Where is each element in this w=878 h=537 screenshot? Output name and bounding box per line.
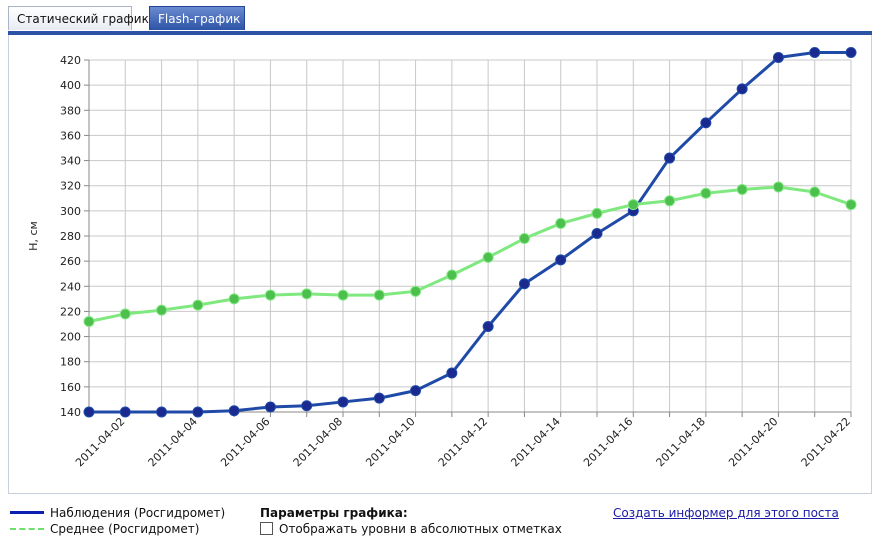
y-tick-label: 220 <box>60 305 81 318</box>
series-point-0 <box>482 321 494 333</box>
series-point-1 <box>119 308 131 320</box>
series-point-0 <box>664 152 676 164</box>
water-level-chart: 140 160 180 200 220 240 260 280 300 320 340 360 380 4… <box>27 46 857 469</box>
params-title: Параметры графика: <box>260 506 408 520</box>
series-point-0 <box>228 405 240 417</box>
series-point-0 <box>337 396 349 408</box>
x-tick-label: 2011-04-10 <box>363 415 417 469</box>
series-point-0 <box>264 401 276 413</box>
y-tick-label: 420 <box>60 54 81 67</box>
tab-static-chart[interactable]: Статический график <box>8 6 149 30</box>
legend-label-observations: Наблюдения (Росгидромет) <box>50 506 226 520</box>
series-point-1 <box>555 217 567 229</box>
series-point-0 <box>736 83 748 95</box>
series-point-1 <box>627 199 639 211</box>
series-line-1 <box>88 185 852 323</box>
absolute-levels-checkbox[interactable] <box>260 522 273 535</box>
series-point-0 <box>83 406 95 418</box>
absolute-levels-option[interactable]: Отображать уровни в абсолютных отметках <box>260 521 562 537</box>
series-point-0 <box>446 367 458 379</box>
x-tick-label: 2011-04-16 <box>581 415 635 469</box>
series-point-0 <box>845 46 857 58</box>
series-point-1 <box>518 233 530 245</box>
y-tick-label: 320 <box>60 180 81 193</box>
y-axis-label: H, см <box>27 221 40 251</box>
series-line-0 <box>89 50 851 414</box>
series-point-1 <box>301 288 313 300</box>
series-point-1 <box>664 195 676 207</box>
y-tick-label: 380 <box>60 104 81 117</box>
series-point-0 <box>119 406 131 418</box>
series-point-1 <box>772 181 784 193</box>
legend-swatch-average <box>10 528 44 530</box>
series-point-1 <box>809 186 821 198</box>
y-tick-label: 140 <box>60 406 81 419</box>
x-tick-label: 2011-04-08 <box>291 415 345 469</box>
chart-frame: 140 160 180 200 220 240 260 280 300 320 340 360 380 4… <box>8 35 872 494</box>
series-point-1 <box>482 251 494 263</box>
legend-swatch-observations <box>10 511 44 514</box>
series-point-1 <box>192 299 204 311</box>
x-tick-label: 2011-04-22 <box>799 415 853 469</box>
x-tick-label: 2011-04-14 <box>508 415 562 469</box>
series-point-0 <box>518 278 530 290</box>
series-point-1 <box>264 289 276 301</box>
series-point-0 <box>410 385 422 397</box>
series-point-1 <box>373 289 385 301</box>
series-point-1 <box>83 315 95 327</box>
series-point-0 <box>373 392 385 404</box>
y-tick-label: 340 <box>60 155 81 168</box>
series-point-1 <box>845 199 857 211</box>
create-informer-link[interactable]: Создать информер для этого поста <box>613 506 839 520</box>
series-point-1 <box>446 269 458 281</box>
tab-underline <box>8 31 872 35</box>
x-tick-label: 2011-04-18 <box>654 415 708 469</box>
series-point-1 <box>156 304 168 316</box>
legend: Наблюдения (Росгидромет) Среднее (Росгид… <box>8 505 225 537</box>
series-point-0 <box>192 406 204 418</box>
x-tick-label: 2011-04-02 <box>73 415 127 469</box>
series-point-1 <box>591 207 603 219</box>
legend-label-average: Среднее (Росгидромет) <box>50 522 200 536</box>
y-tick-label: 200 <box>60 331 81 344</box>
series-point-0 <box>591 227 603 239</box>
series-point-0 <box>809 46 821 58</box>
series-point-1 <box>736 183 748 195</box>
chart-params: Параметры графика: Отображать уровни в а… <box>260 505 562 537</box>
x-tick-label: 2011-04-06 <box>218 415 272 469</box>
y-tick-label: 240 <box>60 280 81 293</box>
y-tick-label: 360 <box>60 129 81 142</box>
legend-item-observations: Наблюдения (Росгидромет) <box>8 505 225 521</box>
legend-item-average: Среднее (Росгидромет) <box>8 521 225 537</box>
x-tick-label: 2011-04-12 <box>436 415 490 469</box>
y-tick-label: 260 <box>60 255 81 268</box>
series-point-1 <box>410 285 422 297</box>
x-tick-label: 2011-04-20 <box>726 415 780 469</box>
series-point-0 <box>772 51 784 63</box>
series-point-0 <box>156 406 168 418</box>
tab-flash-chart[interactable]: Flash-график <box>149 6 245 30</box>
y-tick-label: 300 <box>60 205 81 218</box>
y-tick-label: 280 <box>60 230 81 243</box>
series-point-1 <box>700 187 712 199</box>
absolute-levels-label: Отображать уровни в абсолютных отметках <box>279 522 562 536</box>
series-point-0 <box>555 254 567 266</box>
series-point-0 <box>700 117 712 129</box>
y-tick-label: 400 <box>60 79 81 92</box>
x-tick-label: 2011-04-04 <box>146 415 200 469</box>
y-tick-label: 180 <box>60 356 81 369</box>
y-tick-label: 160 <box>60 381 81 394</box>
series-point-1 <box>337 289 349 301</box>
series-point-0 <box>301 400 313 412</box>
series-point-1 <box>228 293 240 305</box>
